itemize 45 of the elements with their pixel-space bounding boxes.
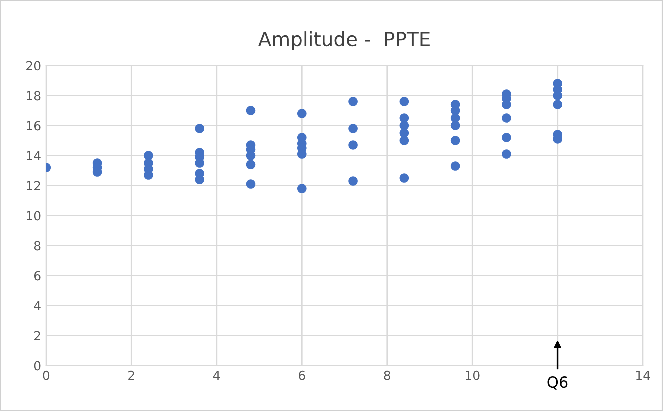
- chart-title: Amplitude - PPTE: [258, 32, 430, 50]
- point: [502, 133, 512, 142]
- y-tick-label: 6: [34, 271, 41, 281]
- y-tick-label: 12: [27, 181, 40, 191]
- point: [553, 100, 563, 110]
- point: [450, 162, 460, 171]
- point: [400, 136, 410, 146]
- point: [348, 97, 358, 106]
- text: Q6: [548, 376, 568, 390]
- point: [400, 97, 410, 106]
- point: [297, 150, 307, 159]
- y-tick-label: 0: [34, 361, 41, 371]
- point: [450, 121, 460, 130]
- x-tick-label: 14: [636, 371, 650, 380]
- point: [553, 91, 563, 100]
- y-tick-label: 2: [34, 331, 40, 341]
- point: [246, 106, 256, 116]
- point: [246, 180, 256, 189]
- point: [195, 175, 205, 184]
- x-tick-label: 2: [128, 370, 134, 380]
- point: [502, 150, 512, 159]
- point: [348, 140, 358, 150]
- x-tick-label: 6: [299, 370, 306, 380]
- point: [246, 160, 256, 170]
- x-tick-label: 4: [214, 371, 220, 380]
- x-tick-label: 10: [466, 370, 480, 380]
- y-tick-label: 14: [27, 151, 41, 161]
- point: [348, 176, 358, 186]
- y-tick-label: 20: [26, 61, 41, 71]
- point: [400, 174, 410, 183]
- x-tick-label: 0: [43, 370, 50, 380]
- y-tick-label: 16: [27, 121, 41, 131]
- point: [297, 184, 307, 194]
- point: [450, 136, 460, 146]
- y-tick-label: 8: [34, 241, 41, 251]
- y-tick-label: 18: [27, 91, 41, 101]
- y-tick-label: 10: [27, 211, 41, 221]
- y-tick-label: 4: [34, 301, 41, 311]
- point: [246, 151, 256, 160]
- point: [195, 158, 205, 168]
- point: [195, 124, 205, 134]
- point: [502, 114, 512, 123]
- point: [297, 109, 307, 118]
- x-tick-label: 8: [384, 370, 391, 380]
- point: [348, 124, 358, 134]
